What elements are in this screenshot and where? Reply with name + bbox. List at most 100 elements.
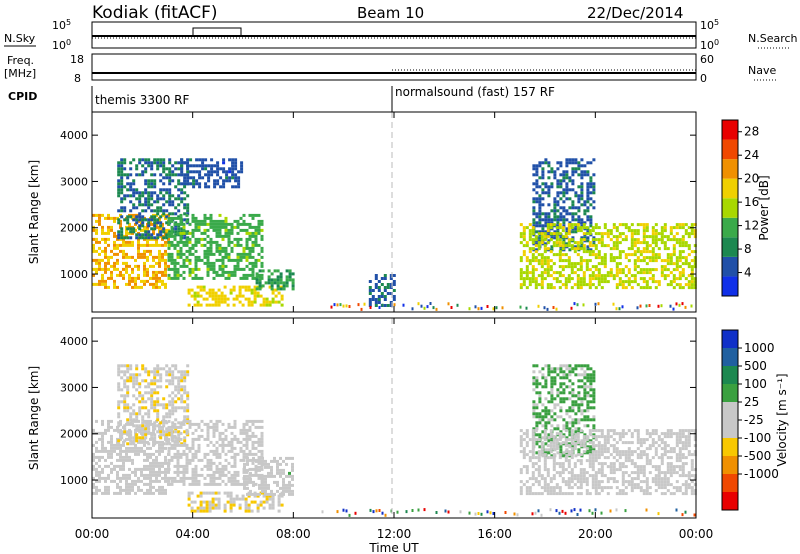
data-cell (117, 182, 121, 186)
data-cell (586, 391, 590, 395)
data-cell (260, 255, 264, 259)
data-cell (570, 286, 574, 290)
data-cell (113, 467, 116, 471)
data-cell (153, 442, 157, 446)
data-cell (559, 370, 563, 374)
data-cell (176, 270, 180, 274)
data-cell (642, 256, 646, 260)
data-cell (185, 264, 189, 268)
data-cell (179, 452, 183, 456)
data-cell (146, 467, 149, 471)
data-cell (591, 468, 595, 472)
data-cell (186, 403, 190, 407)
data-cell (564, 456, 568, 460)
data-cell (687, 477, 691, 481)
data-cell (579, 486, 583, 490)
data-cell (546, 468, 550, 472)
data-cell (574, 167, 578, 171)
data-cell (135, 427, 139, 431)
data-cell (568, 158, 572, 162)
data-cell (558, 465, 562, 469)
data-cell (672, 465, 676, 469)
noise-cell (381, 303, 384, 307)
data-cell (534, 250, 538, 254)
data-cell (256, 503, 260, 507)
data-cell (119, 476, 122, 480)
data-cell (245, 434, 249, 438)
data-cell (580, 221, 584, 225)
data-cell (660, 232, 664, 236)
data-cell (588, 474, 592, 478)
data-cell (251, 213, 255, 217)
data-cell (558, 435, 562, 439)
data-cell (110, 479, 113, 483)
data-cell (104, 431, 107, 435)
data-cell (657, 480, 661, 484)
data-cell (215, 222, 219, 226)
data-cell (171, 400, 175, 404)
data-cell (547, 212, 551, 216)
data-cell (267, 278, 271, 282)
data-cell (386, 304, 390, 307)
data-cell (246, 459, 249, 463)
data-cell (546, 247, 550, 251)
data-cell (194, 258, 198, 262)
data-cell (585, 435, 589, 439)
data-cell (570, 244, 574, 248)
data-cell (212, 228, 216, 232)
data-cell (570, 432, 574, 436)
data-cell (242, 267, 246, 271)
data-cell (203, 452, 207, 456)
data-cell (678, 459, 682, 463)
data-cell (229, 503, 233, 507)
data-cell (221, 234, 225, 238)
data-cell (192, 182, 196, 186)
data-cell (188, 476, 192, 480)
data-cell (525, 244, 529, 248)
data-cell (651, 232, 655, 236)
data-cell (119, 479, 122, 483)
data-cell (242, 443, 246, 447)
power-cbar-tick-label: 24 (744, 148, 759, 162)
data-cell (144, 236, 148, 240)
data-cell (232, 297, 236, 301)
data-cell (132, 158, 136, 162)
data-cell (110, 452, 113, 456)
data-cell (642, 277, 646, 281)
data-cell (126, 406, 130, 410)
data-cell (165, 439, 169, 443)
data-cell (165, 221, 169, 225)
data-cell (606, 429, 610, 433)
data-cell (152, 428, 155, 432)
data-cell (532, 400, 536, 404)
data-cell (556, 218, 560, 222)
data-cell (519, 286, 523, 290)
data-cell (567, 274, 571, 278)
data-cell (586, 236, 590, 240)
data-cell (525, 259, 529, 263)
data-cell (555, 483, 559, 487)
data-cell (209, 425, 213, 429)
data-cell (565, 164, 569, 168)
data-cell (209, 419, 213, 423)
data-cell (131, 213, 134, 217)
data-cell (144, 436, 148, 440)
data-cell (612, 259, 616, 263)
data-cell (568, 221, 572, 225)
data-cell (147, 397, 151, 401)
data-cell (279, 287, 283, 291)
data-cell (250, 291, 254, 295)
data-cell (156, 197, 160, 201)
data-cell (592, 391, 596, 395)
data-cell (257, 228, 261, 232)
data-cell (585, 259, 589, 263)
data-cell (567, 471, 571, 475)
data-cell (389, 274, 393, 277)
data-cell (645, 247, 649, 251)
data-cell (186, 206, 190, 210)
data-cell (525, 241, 529, 245)
data-cell (182, 482, 186, 486)
data-cell (541, 197, 545, 201)
data-cell (531, 456, 535, 460)
data-cell (185, 452, 189, 456)
